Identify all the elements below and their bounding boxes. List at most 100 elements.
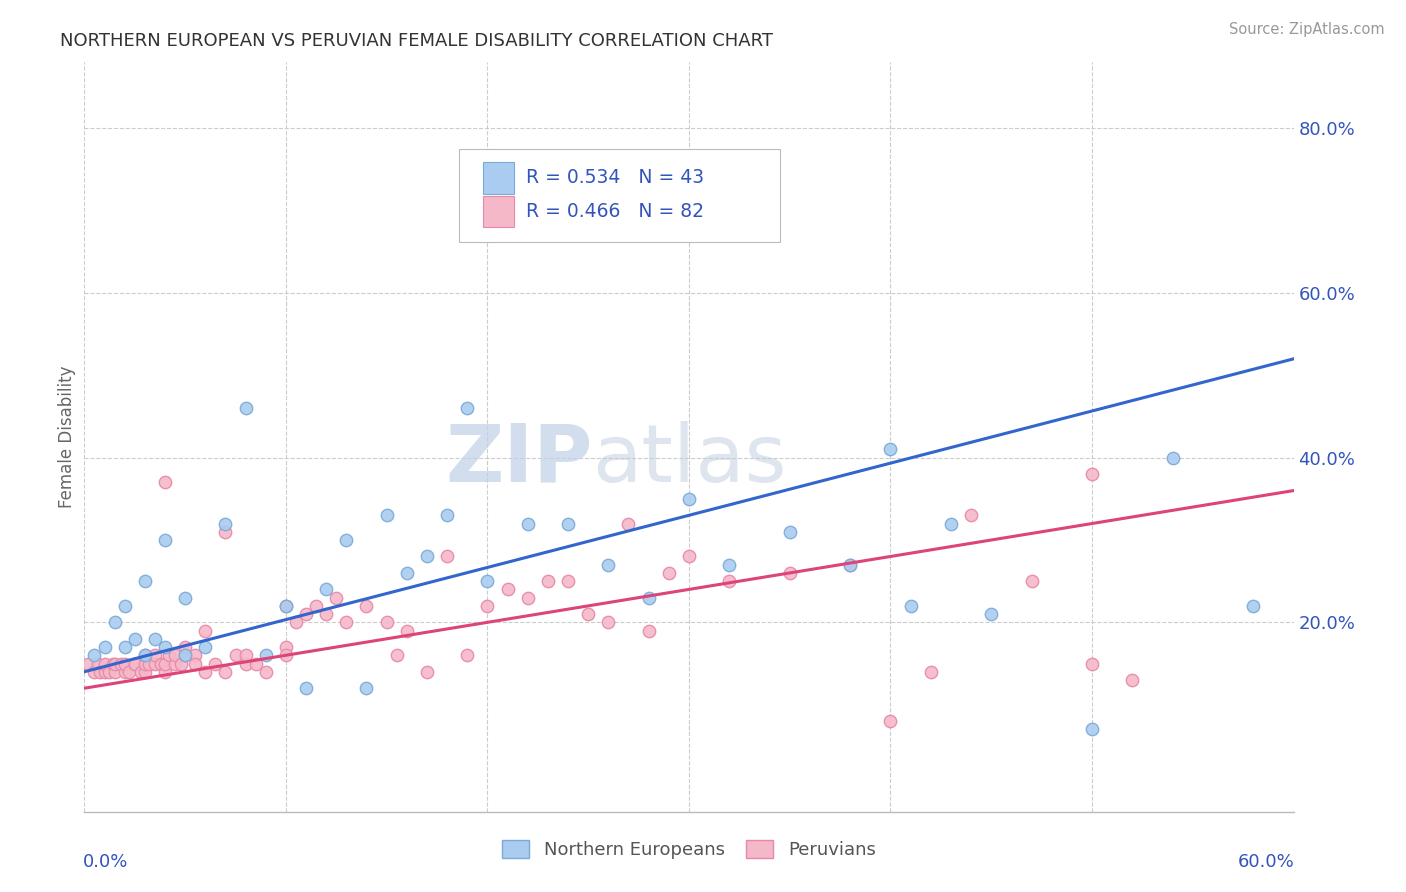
Point	[101, 657, 124, 671]
Point	[325, 591, 347, 605]
Point	[617, 516, 640, 531]
Text: R = 0.466   N = 82: R = 0.466 N = 82	[526, 202, 704, 221]
Point	[305, 599, 328, 613]
Point	[274, 599, 297, 613]
Point	[149, 657, 172, 671]
Text: Source: ZipAtlas.com: Source: ZipAtlas.com	[1229, 22, 1385, 37]
Point	[1241, 599, 1264, 613]
Point	[960, 508, 983, 523]
Point	[456, 401, 478, 416]
Point	[416, 549, 439, 564]
FancyBboxPatch shape	[460, 149, 780, 243]
Point	[134, 665, 156, 679]
Point	[356, 599, 378, 613]
Point	[718, 558, 741, 572]
Point	[184, 648, 207, 663]
Point	[114, 657, 136, 671]
Point	[93, 665, 115, 679]
Point	[1081, 723, 1104, 737]
Point	[477, 574, 499, 589]
Point	[375, 508, 398, 523]
Point	[274, 599, 297, 613]
Point	[214, 524, 236, 539]
Text: R = 0.534   N = 43: R = 0.534 N = 43	[526, 169, 704, 187]
Text: NORTHERN EUROPEAN VS PERUVIAN FEMALE DISABILITY CORRELATION CHART: NORTHERN EUROPEAN VS PERUVIAN FEMALE DIS…	[60, 32, 773, 50]
Point	[157, 648, 180, 663]
Point	[93, 640, 115, 654]
Point	[1161, 450, 1184, 465]
Point	[477, 599, 499, 613]
Point	[245, 657, 267, 671]
Point	[118, 665, 141, 679]
Point	[274, 648, 297, 663]
Point	[153, 640, 176, 654]
Point	[356, 681, 378, 696]
FancyBboxPatch shape	[484, 162, 513, 194]
Point	[900, 599, 922, 613]
Point	[174, 648, 197, 663]
Point	[939, 516, 962, 531]
Point	[83, 648, 105, 663]
Point	[980, 607, 1002, 621]
Point	[153, 657, 176, 671]
Point	[1021, 574, 1043, 589]
Point	[516, 591, 538, 605]
Point	[153, 475, 176, 490]
Point	[254, 648, 277, 663]
Point	[315, 582, 337, 597]
Point	[184, 657, 207, 671]
Point	[516, 516, 538, 531]
Point	[124, 632, 146, 646]
Point	[143, 648, 166, 663]
Point	[879, 442, 901, 457]
Point	[114, 640, 136, 654]
Point	[416, 665, 439, 679]
Point	[274, 640, 297, 654]
Point	[598, 558, 620, 572]
Point	[718, 574, 741, 589]
Legend: Northern Europeans, Peruvians: Northern Europeans, Peruvians	[495, 832, 883, 866]
Point	[395, 624, 418, 638]
Point	[235, 657, 257, 671]
Point	[1121, 673, 1143, 687]
Point	[134, 657, 156, 671]
Point	[134, 648, 156, 663]
Point	[153, 533, 176, 547]
Point	[93, 657, 115, 671]
FancyBboxPatch shape	[484, 196, 513, 227]
Point	[174, 591, 197, 605]
Point	[235, 401, 257, 416]
Point	[678, 549, 700, 564]
Point	[134, 574, 156, 589]
Point	[194, 640, 217, 654]
Point	[335, 533, 357, 547]
Point	[153, 665, 176, 679]
Point	[385, 648, 408, 663]
Point	[436, 508, 458, 523]
Point	[375, 615, 398, 630]
Point	[537, 574, 560, 589]
Point	[598, 615, 620, 630]
Point	[124, 657, 146, 671]
Point	[225, 648, 247, 663]
Point	[97, 665, 120, 679]
Point	[637, 624, 659, 638]
Point	[779, 566, 801, 580]
Point	[496, 582, 519, 597]
Point	[678, 491, 700, 506]
Point	[315, 607, 337, 621]
Point	[170, 657, 193, 671]
Point	[174, 640, 197, 654]
Point	[395, 566, 418, 580]
Point	[143, 632, 166, 646]
Point	[89, 665, 111, 679]
Point	[295, 681, 318, 696]
Point	[557, 516, 579, 531]
Point	[214, 665, 236, 679]
Point	[165, 648, 187, 663]
Point	[194, 665, 217, 679]
Point	[879, 714, 901, 728]
Point	[658, 566, 681, 580]
Point	[235, 648, 257, 663]
Text: ZIP: ZIP	[444, 420, 592, 499]
